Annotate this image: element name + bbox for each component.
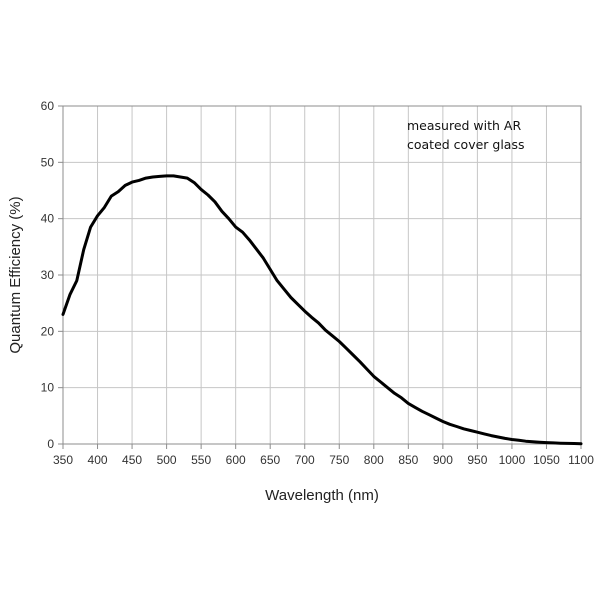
y-tick-label: 40: [41, 212, 55, 226]
x-tick-label: 600: [226, 453, 246, 467]
tick-labels: 350 400 450 500 550 600 650 700 750 800 850 900 950 1…: [41, 99, 595, 467]
annotation-line-1: measured with AR: [407, 118, 521, 133]
x-tick-label: 1000: [499, 453, 526, 467]
x-tick-label: 1100: [568, 453, 594, 467]
x-tick-label: 500: [157, 453, 177, 467]
x-tick-label: 700: [295, 453, 315, 467]
y-tick-label: 20: [41, 324, 55, 338]
y-axis-title: Quantum Efficiency (%): [7, 196, 24, 353]
x-tick-label: 350: [53, 453, 73, 467]
x-tick-label: 750: [329, 453, 349, 467]
annotation-line-2: coated cover glass: [407, 137, 525, 152]
x-tick-label: 950: [467, 453, 487, 467]
x-tick-label: 450: [122, 453, 142, 467]
x-tick-label: 850: [398, 453, 418, 467]
x-tick-label: 1050: [533, 453, 560, 467]
y-tick-label: 50: [41, 155, 55, 169]
y-tick-label: 30: [41, 268, 55, 282]
grid: [58, 105, 582, 449]
y-tick-label: 60: [41, 99, 55, 113]
x-tick-label: 900: [433, 453, 453, 467]
x-tick-label: 800: [364, 453, 384, 467]
qe-curve-line: [61, 174, 583, 446]
x-tick-label: 650: [260, 453, 280, 467]
y-tick-label: 0: [47, 437, 54, 451]
series-layer: [61, 174, 583, 446]
x-axis-title: Wavelength (nm): [265, 487, 379, 504]
y-tick-label: 10: [41, 381, 55, 395]
x-tick-label: 400: [88, 453, 108, 467]
plot-area-border: [62, 105, 582, 445]
x-tick-label: 550: [191, 453, 211, 467]
